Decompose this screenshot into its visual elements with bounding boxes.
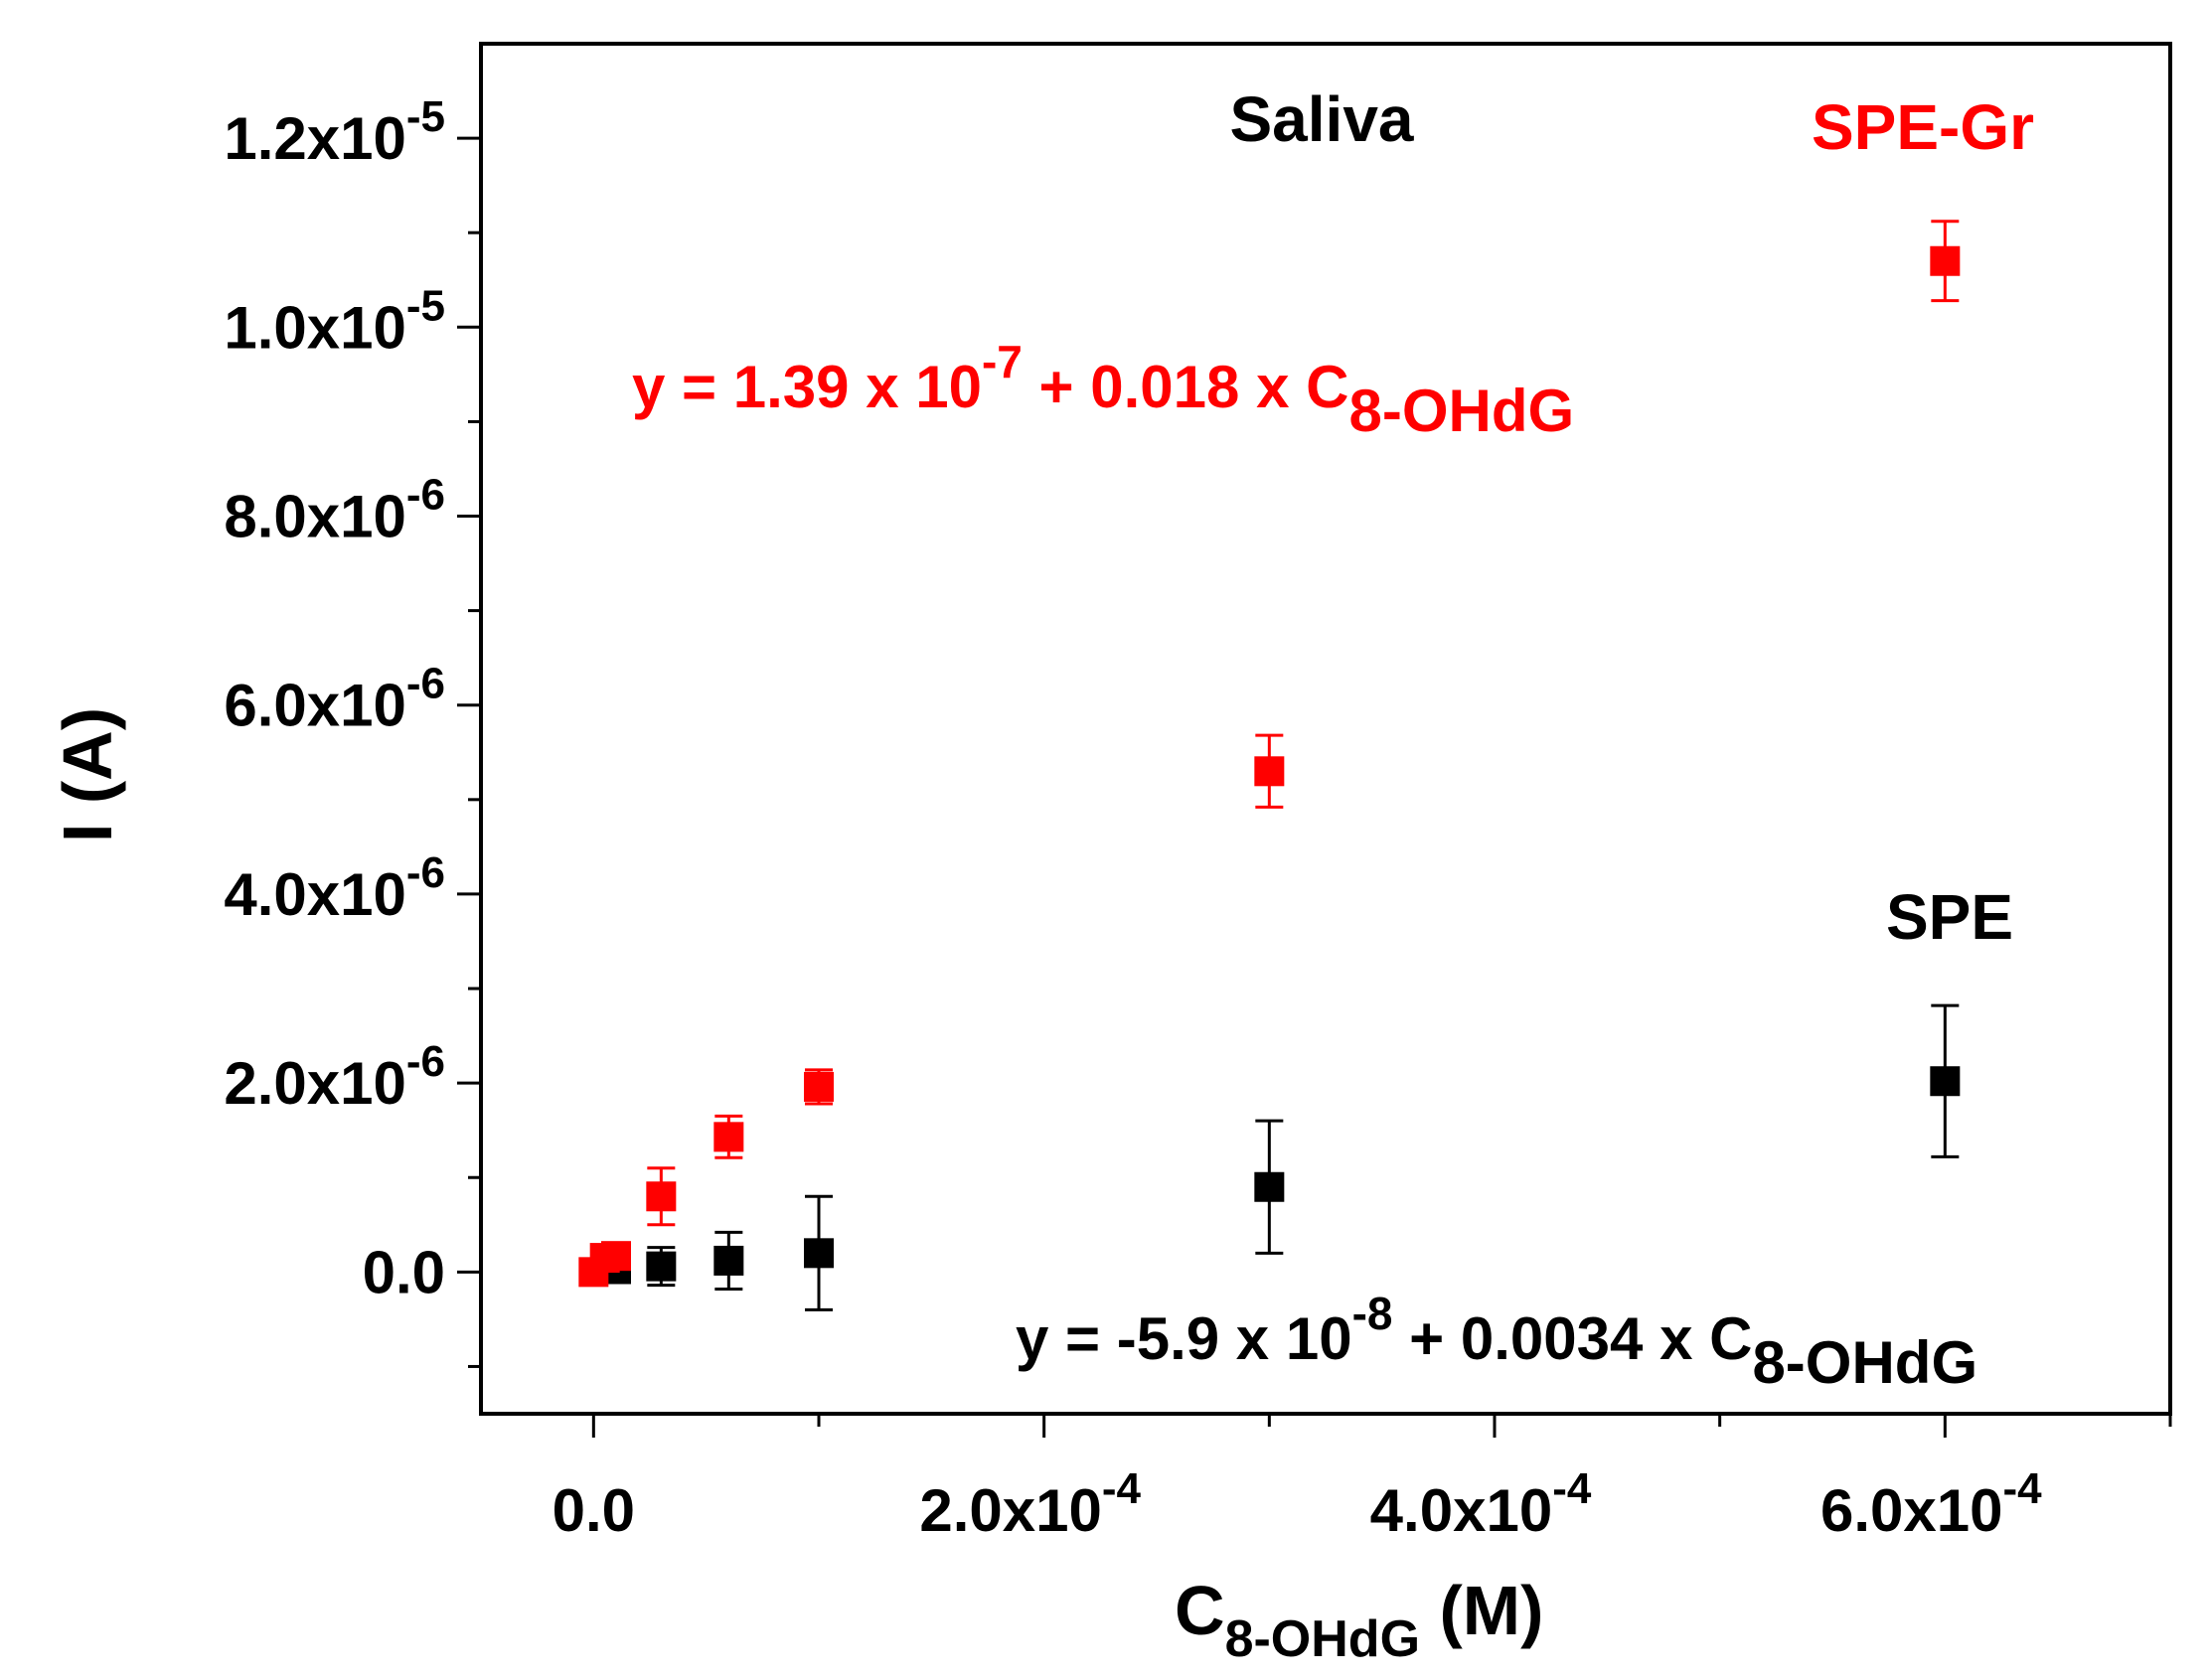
y-tick-mantissa: 2.0x10 (224, 1050, 406, 1117)
square-marker (1930, 1066, 1961, 1097)
square-marker (1930, 245, 1961, 276)
y-tick-mantissa: 6.0x10 (224, 673, 406, 739)
data-point-spe (1930, 1003, 1961, 1158)
data-marks (578, 220, 1961, 1311)
x-axis-label: C8-OHdG (M) (1175, 1572, 1543, 1668)
data-point-spe-gr (601, 1241, 631, 1272)
y-tick-exponent: -5 (406, 281, 445, 330)
plot-frame (479, 42, 2172, 1416)
equation-spe: y = -5.9 x 10-8 + 0.0034 x C8-OHdG (1016, 1288, 1977, 1396)
data-point-spe-gr (713, 1114, 744, 1159)
x-tick-mantissa: 6.0x10 (1820, 1477, 2003, 1544)
x-axis-label-sub: 8-OHdG (1225, 1610, 1420, 1668)
square-marker (1254, 1171, 1285, 1202)
y-tick-label: 0.0 (363, 1239, 445, 1305)
data-point-spe-gr (804, 1068, 834, 1106)
x-tick-label: 0.0 (553, 1477, 635, 1544)
equation-spe-sub: 8-OHdG (1752, 1329, 1977, 1396)
y-tick-labels: 0.02.0x10-64.0x10-66.0x10-68.0x10-61.0x1… (224, 92, 445, 1305)
square-marker (646, 1181, 677, 1212)
data-point-spe-gr (1930, 220, 1961, 303)
square-marker (713, 1122, 744, 1152)
series-label-spe-gr: SPE-Gr (1812, 91, 2034, 163)
y-tick-label: 4.0x10-6 (224, 848, 445, 928)
x-tick-labels: 0.0 2.0x10-4 4.0x10-4 6.0x10-4 (553, 1464, 2043, 1544)
square-marker (713, 1245, 744, 1276)
y-tick-exponent: -6 (406, 1037, 445, 1086)
y-tick-label: 8.0x10-6 (224, 471, 445, 550)
equation-spe-gr: y = 1.39 x 10-7 + 0.018 x C8-OHdG (632, 336, 1574, 444)
equation-spe-middle: + 0.0034 x C (1393, 1305, 1753, 1372)
x-tick-mantissa: 0.0 (553, 1477, 635, 1544)
equation-spe-gr-exp: -7 (982, 336, 1023, 387)
square-marker (646, 1251, 677, 1282)
square-marker (804, 1238, 834, 1269)
y-tick-exponent: -6 (406, 848, 445, 897)
y-tick-exponent: -6 (406, 471, 445, 520)
x-tick-mantissa: 2.0x10 (919, 1477, 1102, 1544)
x-axis-label-main: C (1175, 1572, 1225, 1649)
data-point-spe-gr (1254, 733, 1285, 809)
y-tick-exponent: -6 (406, 660, 445, 708)
x-tick-exponent: -4 (1552, 1464, 1592, 1513)
x-tick-exponent: -4 (1102, 1464, 1142, 1513)
square-marker (1254, 756, 1285, 787)
x-axis-label-suffix: (M) (1420, 1572, 1543, 1649)
data-point-spe (804, 1194, 834, 1311)
y-tick-label: 1.0x10-5 (224, 281, 445, 361)
equation-spe-prefix: y = -5.9 x 10 (1016, 1305, 1352, 1372)
data-point-spe (1254, 1119, 1285, 1255)
chart-title: Saliva (1229, 83, 1413, 155)
x-tick-label: 2.0x10-4 (919, 1464, 1141, 1544)
ticks (457, 136, 2172, 1438)
y-tick-mantissa: 4.0x10 (224, 861, 406, 928)
y-tick-exponent: -5 (406, 92, 445, 141)
y-tick-mantissa: 1.0x10 (224, 294, 406, 361)
equation-spe-gr-sub: 8-OHdG (1348, 378, 1574, 444)
square-marker (804, 1071, 834, 1102)
y-tick-mantissa: 0.0 (363, 1239, 445, 1305)
y-tick-label: 6.0x10-6 (224, 660, 445, 739)
y-tick-mantissa: 1.2x10 (224, 105, 406, 172)
y-tick-label: 1.2x10-5 (224, 92, 445, 172)
square-marker (601, 1241, 631, 1272)
y-tick-label: 2.0x10-6 (224, 1037, 445, 1117)
x-tick-label: 4.0x10-4 (1370, 1464, 1592, 1544)
data-point-spe-gr (646, 1166, 677, 1227)
x-tick-mantissa: 4.0x10 (1370, 1477, 1553, 1544)
series-label-spe: SPE (1886, 881, 2013, 953)
equation-spe-exp: -8 (1352, 1288, 1393, 1339)
equation-spe-gr-middle: + 0.018 x C (1023, 354, 1349, 420)
data-point-spe (713, 1230, 744, 1291)
x-tick-exponent: -4 (2003, 1464, 2043, 1513)
y-tick-mantissa: 8.0x10 (224, 484, 406, 550)
x-tick-label: 6.0x10-4 (1820, 1464, 2042, 1544)
data-point-spe (646, 1246, 677, 1288)
equation-spe-gr-prefix: y = 1.39 x 10 (632, 354, 982, 420)
y-axis-label: I (A) (49, 707, 126, 842)
